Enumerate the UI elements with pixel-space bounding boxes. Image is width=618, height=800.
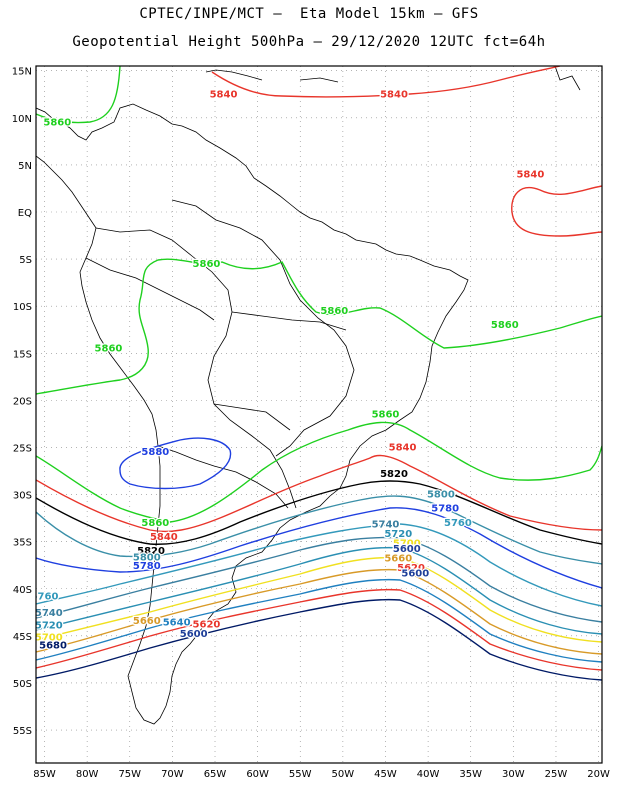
coastlines <box>36 66 581 725</box>
contour-labels: 5840 5840 5840 5860 5860 5860 5860 5860 5860 5880… <box>31 88 546 653</box>
contour-5860-south <box>36 421 602 523</box>
contour-5700 <box>36 556 602 643</box>
longitude-tick-label: 75W <box>118 769 141 780</box>
contour-5880 <box>119 437 232 490</box>
longitude-tick-label: 35W <box>459 769 482 780</box>
contour-label-5860: 5860 <box>491 320 519 331</box>
contour-label-5840: 5840 <box>380 89 408 100</box>
contour-5720 <box>36 546 602 635</box>
contour-label-5860: 5860 <box>320 306 348 317</box>
contour-label-5720: 5720 <box>35 620 63 631</box>
contour-label-5800: 5800 <box>427 490 455 501</box>
latitude-tick-label: 55S <box>13 726 32 737</box>
contour-label-5660: 5660 <box>384 554 412 565</box>
contour-label-5620: 5620 <box>193 620 221 631</box>
latitude-tick-label: 10N <box>12 114 32 125</box>
contour-label-5640: 5640 <box>163 618 191 629</box>
contour-label-5840: 5840 <box>210 89 238 100</box>
contour-5780 <box>36 507 602 589</box>
latitude-tick-label: 25S <box>13 443 32 454</box>
latitude-tick-label: 20S <box>13 396 32 407</box>
longitude-tick-label: 45W <box>374 769 397 780</box>
contour-5620 <box>36 588 602 671</box>
longitude-tick-label: 80W <box>76 769 99 780</box>
contour-label-5860: 5860 <box>141 518 169 529</box>
contour-5660 <box>36 568 602 655</box>
contour-label-5740: 5740 <box>35 608 63 619</box>
longitude-tick-label: 55W <box>289 769 312 780</box>
contour-5840-east <box>511 185 602 237</box>
longitude-tick-label: 85W <box>33 769 56 780</box>
longitude-tick-label: 60W <box>246 769 269 780</box>
contour-label-5860: 5860 <box>193 259 221 270</box>
latitude-tick-label: 30S <box>13 491 32 502</box>
plot-area <box>36 66 602 763</box>
contour-5840-south <box>36 454 602 533</box>
contour-label-5820: 5820 <box>137 546 165 557</box>
contour-5600 <box>36 598 602 681</box>
contour-5820 <box>36 480 602 545</box>
latitude-tick-label: 10S <box>13 302 32 313</box>
contour-label-5820: 5820 <box>380 469 408 480</box>
longitude-tick-label: 70W <box>161 769 184 780</box>
chart-title-line2: Geopotential Height 500hPa – 29/12/2020 … <box>72 34 546 50</box>
latitude-tick-label: EQ <box>18 208 32 219</box>
longitude-tick-label: 40W <box>417 769 440 780</box>
contour-label-5860: 5860 <box>372 410 400 421</box>
contour-label-5860: 5860 <box>43 118 71 129</box>
contours <box>36 66 602 681</box>
plot-frame <box>35 65 603 764</box>
contour-label-5840: 5840 <box>150 532 178 543</box>
latitude-tick-label: 50S <box>13 679 32 690</box>
latitude-tick-label: 5N <box>18 161 32 172</box>
latitude-tick-label: 45S <box>13 632 32 643</box>
longitude-tick-label: 20W <box>587 769 610 780</box>
contour-label-5800: 5800 <box>133 553 161 564</box>
longitude-tick-label: 30W <box>502 769 525 780</box>
contour-label-5560: 5680 <box>39 640 67 651</box>
contour-label-5620: 5620 <box>397 563 425 574</box>
contour-label-5840: 5840 <box>389 442 417 453</box>
contour-label-5720: 5720 <box>384 529 412 540</box>
contour-label-5600: 5600 <box>180 629 208 640</box>
contour-5760 <box>36 523 602 607</box>
contour-label-5740: 5740 <box>372 520 400 531</box>
longitude-tick-labels: 85W 80W 75W 70W 65W 60W 55W 50W 45W 40W 35W 30W 25W 2… <box>33 769 610 780</box>
contour-label-5860: 5860 <box>95 344 123 355</box>
contour-label-5700: 5700 <box>393 539 421 550</box>
longitude-tick-label: 50W <box>332 769 355 780</box>
latitude-tick-label: 35S <box>13 538 32 549</box>
chart-title-line1: CPTEC/INPE/MCT – Eta Model 15km – GFS <box>139 6 479 22</box>
contour-5640 <box>36 578 602 663</box>
contour-5860-northwest <box>36 66 121 124</box>
contour-label-5780: 5780 <box>133 561 161 572</box>
latitude-tick-label: 15N <box>12 67 32 78</box>
latitude-tick-label: 40S <box>13 585 32 596</box>
contour-label-5880: 5880 <box>141 447 169 458</box>
latitude-tick-label: 15S <box>13 349 32 360</box>
contour-5800 <box>36 495 602 565</box>
latitude-tick-label: 5S <box>19 255 32 266</box>
contour-label-5840: 5840 <box>516 169 544 180</box>
longitude-tick-label: 65W <box>204 769 227 780</box>
contour-5860-main <box>36 258 602 395</box>
longitude-tick-label: 25W <box>545 769 568 780</box>
contour-label-5780: 5780 <box>431 504 459 515</box>
contour-label-5660: 5660 <box>133 616 161 627</box>
contour-label-5760: 5760 <box>31 591 59 602</box>
contour-label-5600: 5600 <box>393 544 421 555</box>
contour-label-5600: 5600 <box>401 569 429 580</box>
contour-5740 <box>36 536 602 623</box>
latitude-tick-labels: 15N 10N 5N EQ 5S 10S 15S 20S 25S 30S 35S 40S 45S 50S 5… <box>12 67 32 737</box>
contour-5840-north <box>211 66 561 98</box>
contour-label-5760: 5760 <box>444 518 472 529</box>
contour-label-5700: 5700 <box>35 633 63 644</box>
